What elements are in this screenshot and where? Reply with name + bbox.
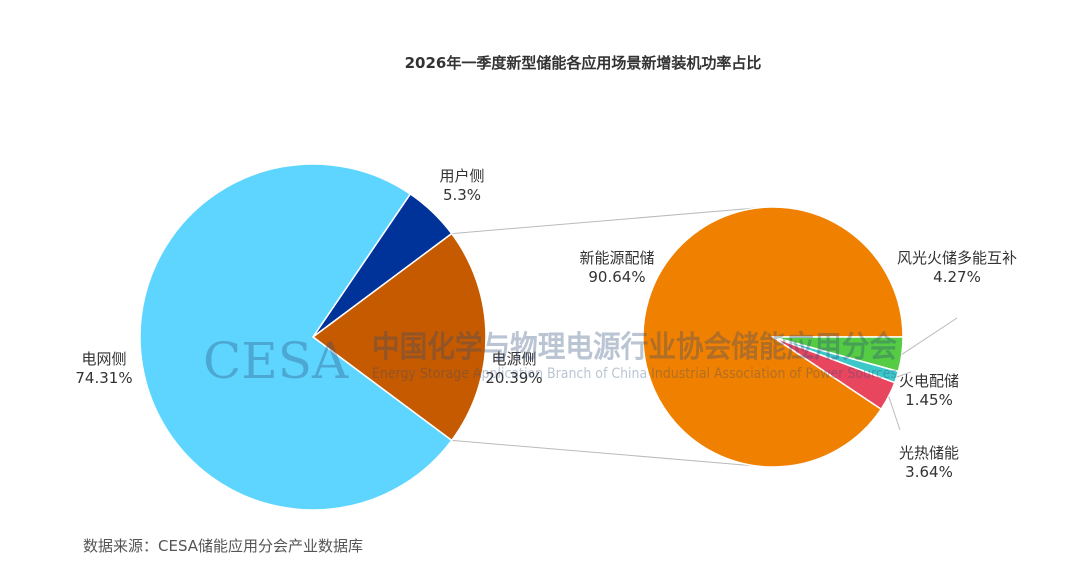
breakdown-pie-slice-1-value: 4.27% [933, 268, 981, 286]
main-pie-slice-0-label: 用户侧 [439, 167, 484, 185]
breakdown-pie-slice-3-label: 光热储能 [899, 444, 959, 462]
breakdown-pie-slice-0-value: 90.64% [588, 268, 645, 286]
breakdown-pie [642, 206, 904, 468]
breakdown-pie-slice-3-value: 3.64% [905, 463, 953, 481]
main-pie-slice-2-value: 74.31% [75, 369, 132, 387]
main-pie-slice-1 [311, 232, 487, 442]
connector-top [451, 206, 769, 235]
breakdown-pie-slice-2-value: 1.45% [905, 391, 953, 409]
watermark-logo: CESA [203, 332, 349, 390]
main-pie [139, 163, 487, 511]
main-pie-slice-0-value: 5.3% [443, 186, 481, 204]
leader-line-slice-1 [901, 317, 958, 355]
main-pie-slice-1-value: 20.39% [485, 369, 542, 387]
connector-lines [451, 206, 769, 468]
connector-bottom [451, 439, 769, 468]
main-pie-slice-2-label: 电网侧 [81, 350, 126, 368]
main-pie-slice-2 [139, 163, 453, 511]
chart-title: 2026年一季度新型储能各应用场景新增装机功率占比 [405, 54, 762, 72]
source-note: 数据来源：CESA储能应用分会产业数据库 [83, 537, 363, 555]
watermark-name-cn: 中国化学与物理电源行业协会储能应用分会 [372, 330, 897, 365]
breakdown-pie-slice-2-label: 火电配储 [899, 372, 959, 390]
breakdown-pie-slice-1-label: 风光火储多能互补 [897, 249, 1017, 267]
leader-line-slice-2 [896, 371, 912, 378]
breakdown-pie-slice-0-label: 新能源配储 [579, 249, 654, 267]
watermark-name-en: Energy Storage Application Branch of Chi… [372, 366, 897, 382]
leader-line-slice-3 [888, 396, 901, 431]
watermark: CESA 中国化学与物理电源行业协会储能应用分会 Energy Storage … [203, 330, 897, 390]
main-pie-slice-1-label: 电源侧 [491, 350, 536, 368]
